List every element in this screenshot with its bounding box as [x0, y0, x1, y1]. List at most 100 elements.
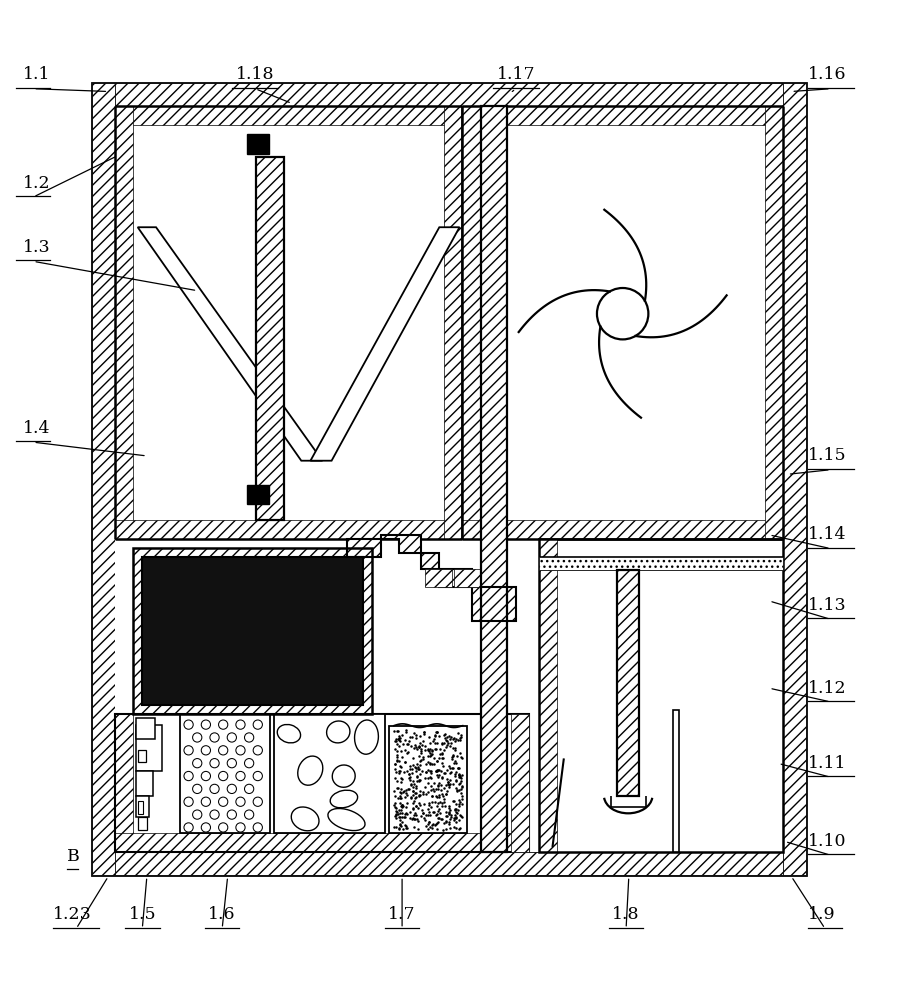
Point	[413, 783, 428, 799]
Point	[393, 816, 408, 832]
Point	[399, 818, 414, 834]
Text: 1.10: 1.10	[808, 833, 846, 850]
Point	[454, 779, 469, 795]
Point	[391, 802, 406, 818]
Bar	[115, 520, 463, 539]
Point	[389, 764, 404, 780]
Text: 1.8: 1.8	[612, 906, 640, 923]
Point	[437, 791, 452, 807]
Point	[453, 773, 468, 789]
Point	[424, 765, 439, 781]
Bar	[539, 539, 557, 852]
Point	[409, 780, 423, 796]
Point	[440, 737, 454, 753]
Point	[397, 806, 412, 822]
Point	[416, 733, 431, 749]
Point	[421, 816, 436, 832]
Point	[398, 809, 413, 825]
Point	[430, 798, 444, 814]
Point	[424, 778, 439, 794]
Point	[399, 763, 414, 779]
Text: 1.3: 1.3	[23, 239, 50, 256]
Point	[393, 812, 408, 828]
Point	[432, 746, 447, 762]
Point	[412, 739, 427, 755]
Point	[437, 765, 452, 781]
Point	[406, 810, 420, 826]
Point	[451, 760, 465, 776]
Point	[447, 812, 462, 828]
Bar	[539, 539, 783, 852]
Point	[440, 729, 454, 745]
Bar	[115, 714, 529, 852]
Point	[409, 727, 424, 743]
Point	[449, 796, 464, 812]
Point	[397, 798, 411, 814]
Ellipse shape	[277, 724, 300, 743]
Point	[422, 763, 437, 779]
Point	[388, 810, 403, 826]
Point	[431, 777, 445, 793]
Point	[424, 763, 439, 779]
Point	[445, 760, 460, 776]
Point	[425, 788, 440, 804]
Circle shape	[227, 733, 237, 742]
Point	[409, 760, 423, 776]
Circle shape	[210, 784, 219, 794]
Bar	[115, 106, 133, 539]
Circle shape	[218, 746, 228, 755]
Point	[431, 810, 445, 826]
Point	[416, 786, 431, 802]
Point	[393, 759, 408, 775]
Point	[402, 770, 417, 786]
Point	[435, 736, 450, 752]
Point	[395, 749, 409, 765]
Point	[395, 814, 409, 830]
Point	[415, 802, 430, 818]
Point	[417, 726, 431, 742]
Circle shape	[210, 733, 219, 742]
Point	[448, 733, 463, 749]
Point	[409, 730, 423, 746]
Text: B: B	[67, 848, 80, 865]
Point	[435, 758, 450, 774]
Point	[430, 815, 444, 831]
Text: 1.9: 1.9	[808, 906, 835, 923]
Point	[452, 767, 466, 783]
Point	[410, 741, 425, 757]
Point	[449, 773, 464, 789]
Polygon shape	[347, 535, 516, 621]
Bar	[444, 106, 463, 539]
Point	[439, 732, 453, 748]
Point	[406, 779, 420, 795]
Point	[435, 788, 450, 804]
Point	[436, 822, 451, 838]
Point	[404, 729, 419, 745]
Point	[423, 747, 438, 763]
Point	[442, 816, 456, 832]
Bar	[115, 106, 783, 852]
Point	[423, 799, 438, 815]
Point	[440, 762, 454, 778]
Point	[440, 808, 454, 824]
Point	[402, 761, 417, 777]
Point	[448, 807, 463, 823]
Point	[406, 800, 420, 816]
Point	[453, 727, 468, 743]
Point	[420, 764, 434, 780]
Point	[446, 730, 461, 746]
Point	[449, 814, 464, 830]
Point	[434, 746, 449, 762]
Circle shape	[236, 797, 245, 806]
Point	[430, 753, 444, 769]
Bar	[133, 548, 373, 714]
Point	[452, 760, 466, 776]
Point	[409, 769, 424, 785]
Point	[437, 815, 452, 831]
Point	[388, 803, 403, 819]
Point	[429, 763, 443, 779]
Point	[418, 812, 432, 828]
Point	[430, 763, 444, 779]
Point	[432, 789, 447, 805]
Point	[407, 807, 421, 823]
